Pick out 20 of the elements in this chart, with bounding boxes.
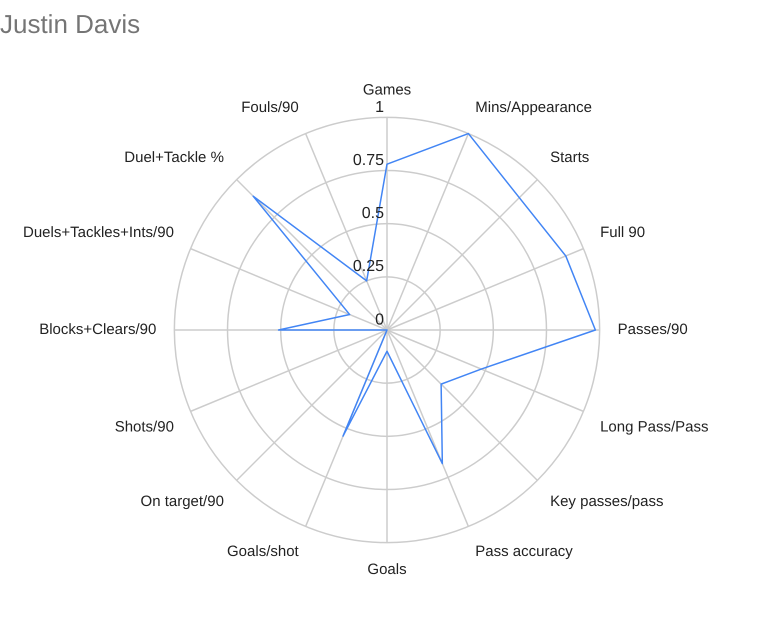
spoke-label: Key passes/pass bbox=[550, 493, 664, 510]
spoke-label: Goals/shot bbox=[227, 543, 300, 560]
y-tick-label: 0.75 bbox=[352, 152, 384, 169]
spoke-label: Blocks+Clears/90 bbox=[39, 321, 156, 338]
spoke-label: Duels+Tackles+Ints/90 bbox=[22, 224, 174, 241]
spoke-label: Long Pass/Pass bbox=[600, 418, 708, 436]
spoke-label: Mins/Appearance bbox=[475, 99, 592, 116]
spoke-label: Shots/90 bbox=[114, 418, 174, 436]
spoke-label: Pass accuracy bbox=[475, 543, 574, 560]
y-tick-label: 1 bbox=[375, 98, 384, 116]
spoke-label: On target/90 bbox=[140, 493, 224, 510]
spoke-label: Starts bbox=[550, 149, 590, 166]
y-tick-label: 0 bbox=[375, 311, 384, 328]
chart-title: Justin Davis bbox=[0, 8, 140, 39]
spoke-label: Duel+Tackle % bbox=[124, 149, 224, 166]
spoke-label: Goals bbox=[367, 560, 407, 578]
spoke-label: Passes/90 bbox=[618, 321, 688, 338]
spoke-label: Games bbox=[362, 82, 412, 98]
spoke-label: Fouls/90 bbox=[241, 99, 299, 116]
spoke-label: Full 90 bbox=[600, 224, 646, 241]
